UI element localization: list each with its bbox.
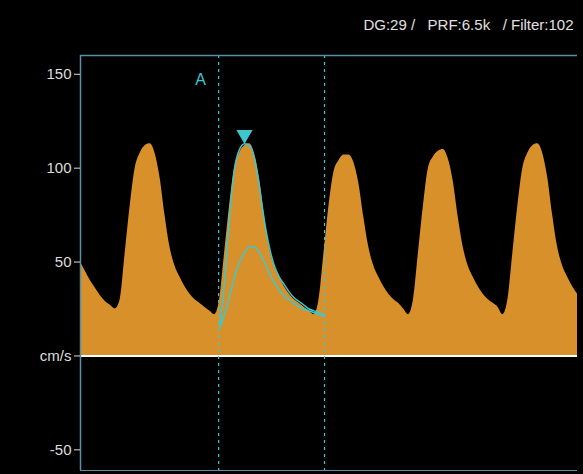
svg-text:DG:29 / PRF:6.5k / Filter:: DG:29 / PRF:6.5k / Filter:102	[363, 16, 573, 33]
svg-text:-50: -50	[50, 441, 72, 458]
svg-text:150: 150	[46, 65, 71, 82]
svg-text:A: A	[195, 71, 206, 88]
svg-text:50: 50	[55, 253, 72, 270]
svg-text:100: 100	[46, 159, 71, 176]
svg-text:cm/s: cm/s	[40, 347, 72, 364]
